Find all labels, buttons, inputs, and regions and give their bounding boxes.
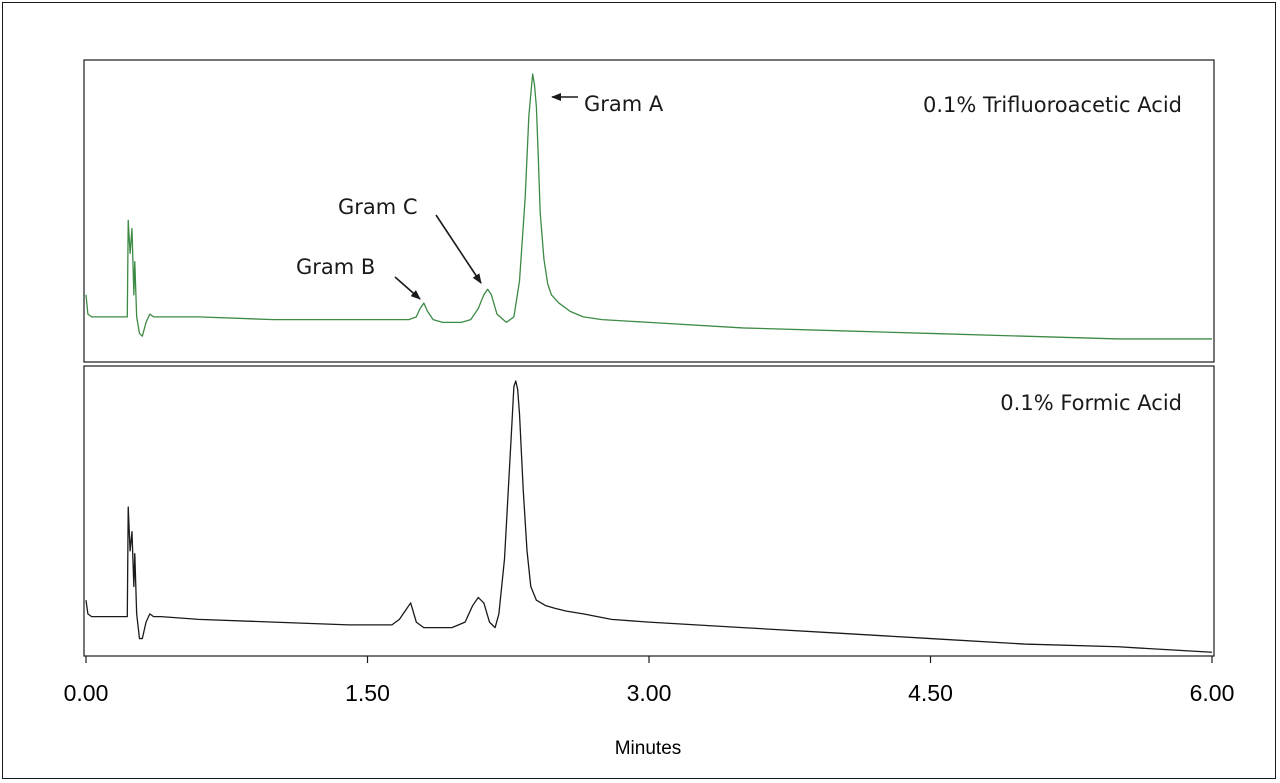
annotation-gram-c-label: Gram C — [338, 195, 418, 219]
annotation-gram-a-label: Gram A — [584, 92, 664, 116]
panel-top-frame — [83, 59, 1215, 363]
x-tick-label: 1.50 — [345, 680, 390, 706]
x-tick-label: 6.00 — [1190, 680, 1235, 706]
x-axis-title: Minutes — [615, 738, 682, 759]
panel-label-trifluoroacetic-acid: 0.1% Trifluoroacetic Acid — [923, 93, 1182, 117]
trace-formic-acid — [85, 380, 1213, 653]
panel-label-formic-acid: 0.1% Formic Acid — [1000, 391, 1182, 415]
x-axis-ticks: 0.00 1.50 3.00 4.50 6.00 — [64, 656, 1235, 706]
x-tick-label: 4.50 — [908, 680, 953, 706]
x-tick-label: 3.00 — [627, 680, 672, 706]
annotation-gram-b-arrow — [394, 276, 421, 300]
x-tick-label: 0.00 — [64, 680, 109, 706]
annotation-gram-b-label: Gram B — [296, 255, 375, 279]
annotation-gram-c-arrow — [435, 214, 482, 284]
trace-trifluoroacetic-acid — [85, 73, 1212, 340]
